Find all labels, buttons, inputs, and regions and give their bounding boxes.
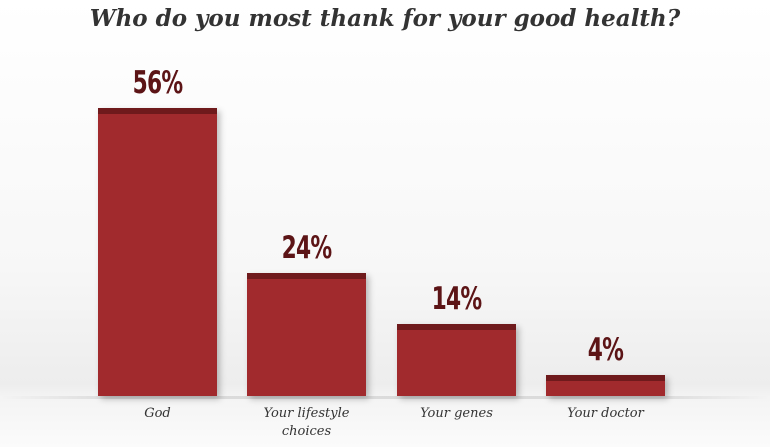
bar-god — [98, 108, 217, 396]
category-label-your-lifestyle-choices: Your lifestyle choices — [237, 405, 377, 441]
bar-cap — [397, 324, 516, 330]
bar-your-genes — [397, 324, 516, 396]
chart-title: Who do you most thank for your good heal… — [89, 5, 681, 32]
chart-baseline — [0, 396, 770, 399]
category-label-your-genes: Your genes — [387, 405, 527, 423]
bar-cap — [247, 273, 366, 279]
category-label-line: Your genes — [420, 406, 493, 421]
category-label-line: God — [144, 406, 171, 421]
category-label-god: God — [88, 405, 228, 423]
bar-cap — [546, 375, 665, 381]
category-label-line: Your lifestyle — [263, 406, 350, 421]
value-label-god: 56% — [132, 65, 184, 101]
category-label-line: choices — [281, 424, 332, 439]
value-label-your-lifestyle-choices: 24% — [281, 230, 333, 266]
value-label-your-doctor: 4% — [587, 332, 624, 368]
value-label-your-genes: 14% — [431, 281, 483, 317]
bar-your-lifestyle-choices — [247, 273, 366, 396]
bar-your-doctor — [546, 375, 665, 396]
category-label-your-doctor: Your doctor — [536, 405, 676, 423]
category-label-line: Your doctor — [567, 406, 644, 421]
bar-cap — [98, 108, 217, 114]
